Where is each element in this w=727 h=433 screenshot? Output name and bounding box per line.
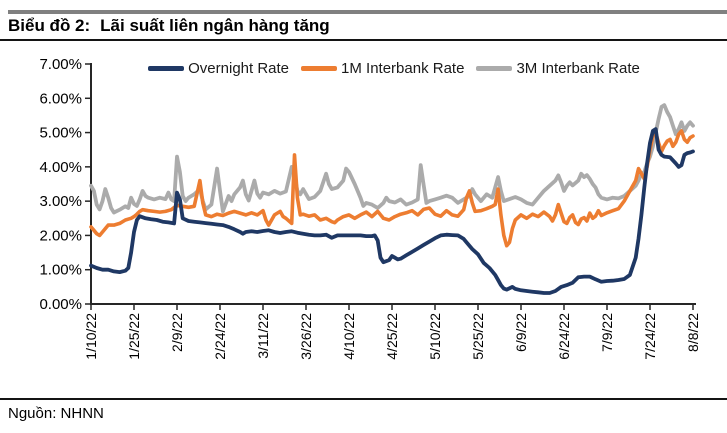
legend-item-1m: 1M Interbank Rate: [301, 60, 464, 77]
svg-text:7/9/22: 7/9/22: [599, 313, 615, 352]
svg-text:1/10/22: 1/10/22: [83, 313, 99, 360]
overnight-line-swatch: [148, 66, 185, 71]
legend-item-3m: 3M Interbank Rate: [476, 60, 640, 77]
svg-text:3.00%: 3.00%: [39, 193, 82, 210]
svg-text:5/25/22: 5/25/22: [470, 313, 486, 360]
svg-text:2/9/22: 2/9/22: [169, 313, 185, 352]
svg-text:1.00%: 1.00%: [39, 262, 82, 279]
3m-line-swatch: [476, 66, 513, 71]
svg-text:3/26/22: 3/26/22: [298, 313, 314, 360]
svg-text:0.00%: 0.00%: [39, 296, 82, 313]
figure-title: Biểu đồ 2: Lãi suất liên ngân hàng tăng: [8, 16, 330, 36]
svg-text:6/9/22: 6/9/22: [513, 313, 529, 352]
bottom-divider-rule: [0, 398, 727, 400]
source-note: Nguồn: NHNN: [8, 405, 104, 422]
top-divider-bar: [8, 10, 727, 14]
svg-text:5/10/22: 5/10/22: [427, 313, 443, 360]
svg-text:4.00%: 4.00%: [39, 159, 82, 176]
svg-text:4/25/22: 4/25/22: [384, 313, 400, 360]
svg-text:1/25/22: 1/25/22: [126, 313, 142, 360]
svg-text:2.00%: 2.00%: [39, 227, 82, 244]
1m-line-swatch: [301, 66, 338, 71]
legend-label-1m: 1M Interbank Rate: [341, 60, 465, 77]
legend-label-overnight: Overnight Rate: [188, 60, 290, 77]
svg-text:4/10/22: 4/10/22: [341, 313, 357, 360]
figure-title-text: Lãi suất liên ngân hàng tăng: [100, 16, 330, 35]
figure-number-label: Biểu đồ 2:: [8, 16, 91, 35]
svg-text:5.00%: 5.00%: [39, 125, 82, 142]
legend-label-3m: 3M Interbank Rate: [516, 60, 640, 77]
svg-text:7.00%: 7.00%: [39, 56, 82, 73]
svg-text:6/24/22: 6/24/22: [556, 313, 572, 360]
svg-text:3/11/22: 3/11/22: [255, 313, 271, 359]
title-underline: [0, 39, 727, 41]
svg-text:8/8/22: 8/8/22: [685, 313, 701, 352]
chart-legend: Overnight Rate 1M Interbank Rate 3M Inte…: [91, 60, 697, 77]
svg-text:6.00%: 6.00%: [39, 90, 82, 107]
svg-text:7/24/22: 7/24/22: [642, 313, 658, 360]
legend-item-overnight: Overnight Rate: [148, 60, 289, 77]
svg-text:2/24/22: 2/24/22: [212, 313, 228, 360]
